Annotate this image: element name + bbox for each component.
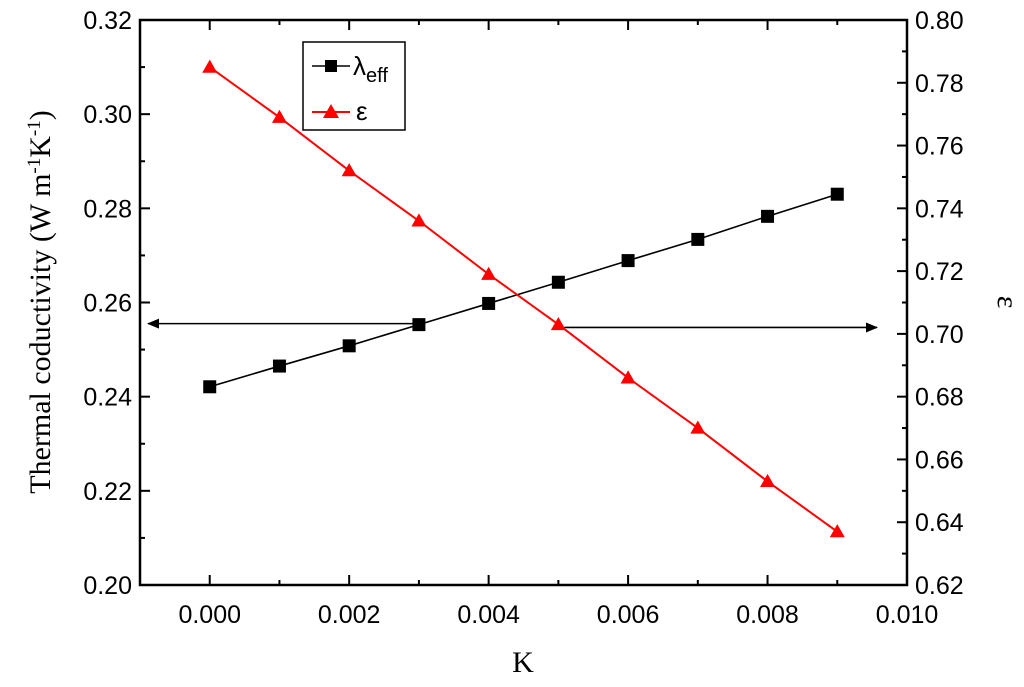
epsilon-data-point [620, 370, 636, 384]
lambda-eff-series-line [209, 193, 838, 388]
x-tick-label: 0.010 [876, 601, 939, 629]
y-left-title-sup1: -1 [24, 158, 45, 174]
epsilon-data-point [481, 266, 497, 280]
lambda-eff-data-point [482, 296, 496, 310]
epsilon-data-point [411, 213, 427, 227]
y-left-title-sup2: -1 [24, 120, 45, 136]
epsilon-series-line [209, 66, 838, 533]
x-tick-label: 0.006 [597, 601, 660, 629]
tick-labels: 0.000 0.002 0.004 0.006 0.008 0.010 0.20 0.22 0.… [83, 7, 963, 629]
ticks [140, 19, 908, 586]
legend-triangle-icon [323, 104, 339, 118]
y-right-tick-label: 0.74 [915, 195, 964, 223]
epsilon-data-point [271, 109, 287, 123]
y-left-tick-label: 0.28 [83, 195, 132, 223]
y-right-tick-label: 0.72 [915, 258, 964, 286]
lambda-eff-data-point [761, 209, 775, 223]
y-right-tick-label: 0.78 [915, 70, 964, 98]
legend-label-lambda-eff: λeff [353, 51, 388, 87]
y-right-axis-title: ε [991, 296, 1024, 309]
y-left-tick-label: 0.30 [83, 101, 132, 129]
y-left-axis-title: Thermal coductivity (W m-1K-1) [24, 110, 58, 494]
lambda-eff-data-point [621, 254, 635, 268]
x-tick-label: 0.008 [736, 601, 799, 629]
epsilon-data-point [829, 524, 845, 538]
x-tick-label: 0.004 [457, 601, 520, 629]
legend-label-lambda-sub: eff [366, 65, 388, 87]
x-tick-label: 0.002 [318, 601, 381, 629]
lambda-eff-data-point [342, 339, 356, 353]
lambda-eff-data-point [272, 359, 286, 373]
epsilon-data-point [760, 473, 776, 488]
y-left-title-pre: Thermal coductivity (W m [24, 174, 57, 494]
legend-box [302, 41, 406, 131]
legend: λeff ε [302, 41, 406, 131]
legend-square-icon [325, 60, 337, 72]
y-left-tick-label: 0.24 [83, 384, 132, 412]
x-tick-label: 0.000 [178, 601, 241, 629]
y-right-tick-label: 0.62 [915, 572, 964, 600]
x-axis-title: K [512, 646, 534, 679]
lambda-eff-data-point [830, 187, 844, 201]
y-right-tick-label: 0.64 [915, 509, 964, 537]
epsilon-data-point [550, 316, 566, 331]
lambda-eff-data-point [412, 318, 426, 332]
y-right-tick-label: 0.80 [915, 7, 964, 35]
series-layer [202, 59, 845, 538]
y-left-tick-label: 0.26 [83, 290, 132, 318]
lambda-eff-data-point [691, 232, 705, 246]
epsilon-data-point [690, 420, 706, 434]
epsilon-data-point [341, 163, 357, 177]
y-right-tick-label: 0.76 [915, 133, 964, 161]
annotation-arrows [147, 318, 878, 333]
y-left-tick-label: 0.32 [83, 7, 132, 35]
y-right-tick-label: 0.66 [915, 446, 964, 474]
lambda-eff-data-point [203, 380, 217, 394]
y-left-tick-label: 0.20 [83, 572, 132, 600]
legend-label-epsilon: ε [356, 96, 368, 126]
plot-frame [138, 18, 909, 587]
y-left-title-mid: K [24, 136, 57, 158]
y-left-title-post: ) [24, 110, 57, 120]
lambda-eff-data-point [551, 275, 565, 289]
y-right-tick-label: 0.70 [915, 321, 964, 349]
epsilon-data-point [202, 59, 218, 73]
y-left-tick-label: 0.22 [83, 478, 132, 506]
legend-label-lambda-base: λ [353, 51, 366, 81]
y-right-tick-label: 0.68 [915, 384, 964, 412]
